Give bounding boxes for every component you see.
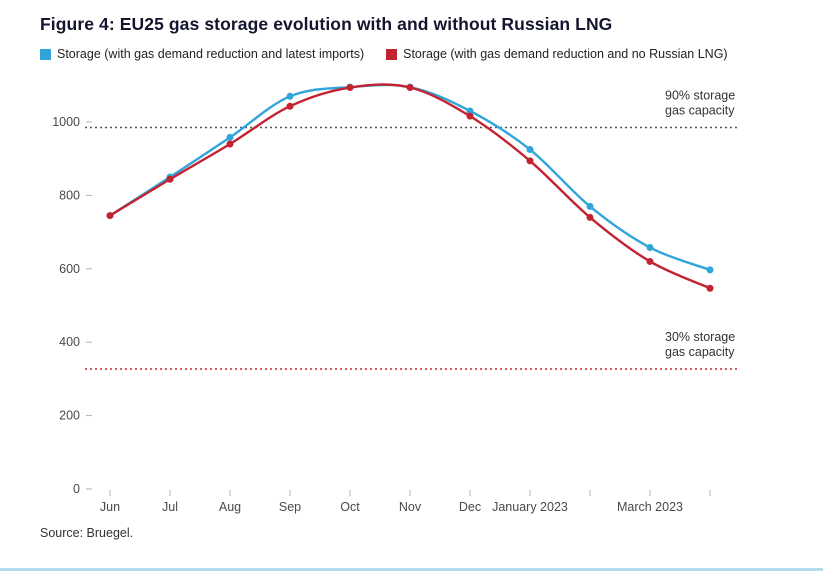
svg-text:January 2023: January 2023 bbox=[492, 500, 568, 514]
svg-text:Jun: Jun bbox=[100, 500, 120, 514]
svg-text:30% storage: 30% storage bbox=[665, 330, 735, 344]
legend-swatch-red-icon bbox=[386, 48, 398, 60]
svg-text:Aug: Aug bbox=[219, 500, 241, 514]
chart-legend: Storage (with gas demand reduction and l… bbox=[40, 47, 799, 61]
svg-text:Oct: Oct bbox=[340, 500, 360, 514]
svg-text:Sep: Sep bbox=[279, 500, 301, 514]
svg-text:Jul: Jul bbox=[162, 500, 178, 514]
svg-text:0: 0 bbox=[73, 482, 80, 496]
source-note: Source: Bruegel. bbox=[40, 526, 134, 540]
svg-text:Nov: Nov bbox=[399, 500, 422, 514]
svg-text:800: 800 bbox=[59, 188, 80, 202]
legend-item-no-russian-lng: Storage (with gas demand reduction and n… bbox=[386, 47, 728, 61]
figure-title: Figure 4: EU25 gas storage evolution wit… bbox=[40, 14, 613, 34]
svg-text:gas capacity: gas capacity bbox=[665, 345, 735, 359]
svg-text:March 2023: March 2023 bbox=[617, 500, 683, 514]
gas-storage-line-chart: 90% storage gas capacity 30% storage gas ca… bbox=[40, 67, 800, 522]
svg-text:600: 600 bbox=[59, 262, 80, 276]
legend-label-latest-imports: Storage (with gas demand reduction and l… bbox=[57, 47, 365, 61]
svg-text:400: 400 bbox=[59, 335, 80, 349]
svg-text:gas capacity: gas capacity bbox=[665, 104, 735, 118]
svg-text:200: 200 bbox=[59, 409, 80, 423]
svg-text:Dec: Dec bbox=[459, 500, 481, 514]
legend-label-no-russian-lng: Storage (with gas demand reduction and n… bbox=[403, 47, 728, 61]
svg-text:90% storage: 90% storage bbox=[665, 89, 735, 103]
legend-item-latest-imports: Storage (with gas demand reduction and l… bbox=[40, 47, 364, 61]
legend-swatch-blue-icon bbox=[40, 48, 51, 60]
svg-text:1000: 1000 bbox=[52, 115, 80, 129]
page-bottom-divider bbox=[0, 568, 823, 571]
